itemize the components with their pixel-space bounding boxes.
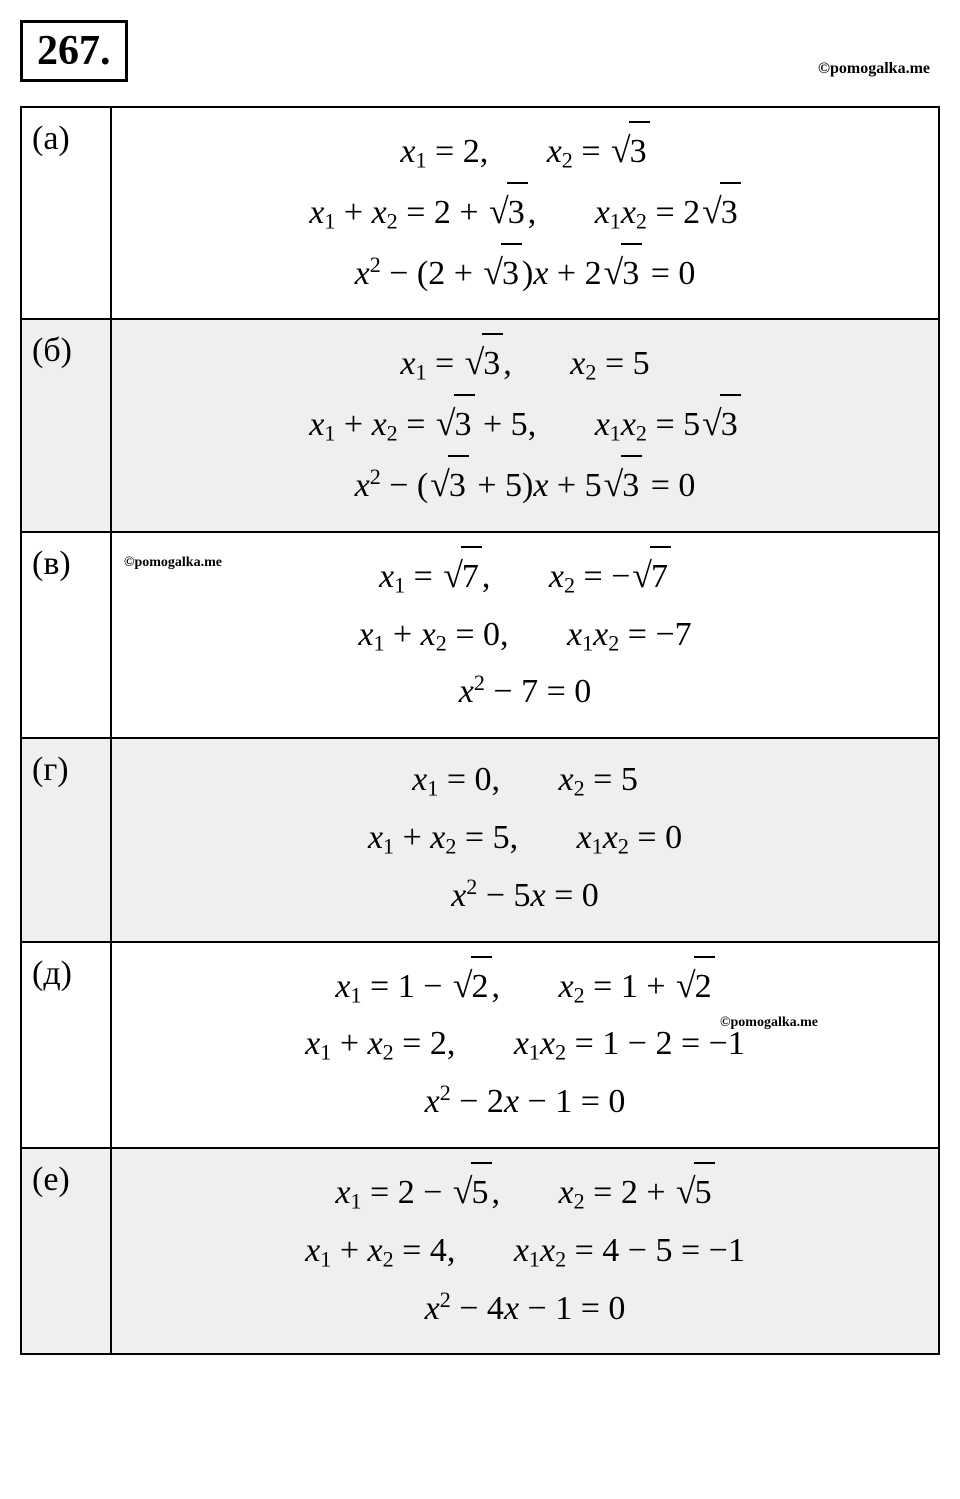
row-content-g: x1 = 0, x2 = 5 x1 + x2 = 5, x1x2 = 0 x2 …	[111, 738, 939, 941]
table-row: (д) ©pomogalka.me x1 = 1 − 2, x2 = 1 + 2…	[21, 942, 939, 1148]
table-row: (а) x1 = 2, x2 = 3 x1 + x2 = 2 + 3, x1x2…	[21, 107, 939, 319]
row-label-d: (д)	[21, 942, 111, 1148]
row-label-a: (а)	[21, 107, 111, 319]
table-row: (е) x1 = 2 − 5, x2 = 2 + 5 x1 + x2 = 4, …	[21, 1148, 939, 1354]
problem-number: 267.	[20, 20, 128, 82]
watermark: ©pomogalka.me	[720, 1011, 818, 1035]
table-row: (г) x1 = 0, x2 = 5 x1 + x2 = 5, x1x2 = 0…	[21, 738, 939, 941]
row-label-e: (е)	[21, 1148, 111, 1354]
solution-table: (а) x1 = 2, x2 = 3 x1 + x2 = 2 + 3, x1x2…	[20, 106, 940, 1355]
row-label-v: (в)	[21, 532, 111, 738]
copyright-label: ©pomogalka.me	[818, 60, 930, 78]
row-content-v: ©pomogalka.me x1 = 7, x2 = −7 x1 + x2 = …	[111, 532, 939, 738]
header: 267. ©pomogalka.me	[20, 20, 940, 82]
row-content-d: ©pomogalka.me x1 = 1 − 2, x2 = 1 + 2 x1 …	[111, 942, 939, 1148]
row-label-b: (б)	[21, 319, 111, 531]
row-content-a: x1 = 2, x2 = 3 x1 + x2 = 2 + 3, x1x2 = 2…	[111, 107, 939, 319]
row-content-e: x1 = 2 − 5, x2 = 2 + 5 x1 + x2 = 4, x1x2…	[111, 1148, 939, 1354]
table-row: (в) ©pomogalka.me x1 = 7, x2 = −7 x1 + x…	[21, 532, 939, 738]
row-label-g: (г)	[21, 738, 111, 941]
watermark: ©pomogalka.me	[124, 551, 222, 575]
row-content-b: x1 = 3, x2 = 5 x1 + x2 = 3 + 5, x1x2 = 5…	[111, 319, 939, 531]
table-row: (б) x1 = 3, x2 = 5 x1 + x2 = 3 + 5, x1x2…	[21, 319, 939, 531]
